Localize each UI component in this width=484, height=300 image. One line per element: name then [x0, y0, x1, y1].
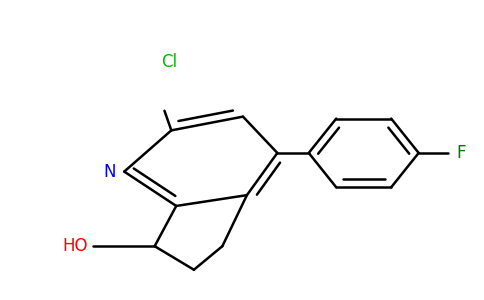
Text: HO: HO [62, 237, 88, 255]
Text: N: N [104, 163, 116, 181]
Text: F: F [456, 144, 466, 162]
Text: Cl: Cl [161, 53, 178, 71]
